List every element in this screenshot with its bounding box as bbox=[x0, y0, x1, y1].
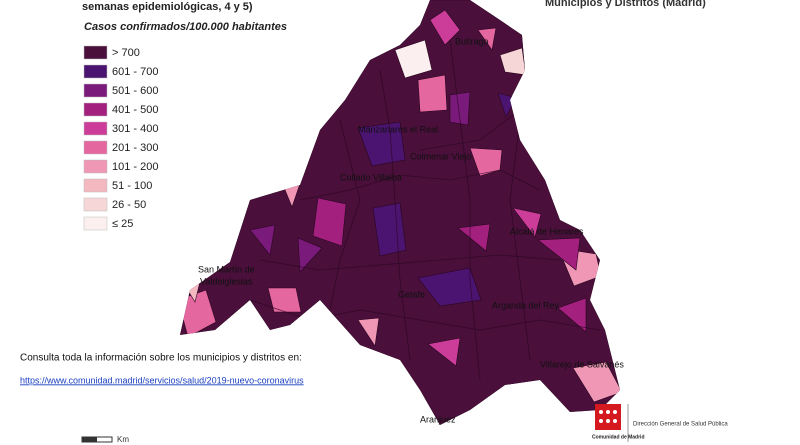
legend-swatch bbox=[83, 159, 108, 174]
region bbox=[357, 121, 406, 167]
legend-swatch bbox=[83, 178, 108, 193]
place-label: Getafe bbox=[398, 289, 425, 299]
region bbox=[249, 224, 276, 256]
legend-label: ≤ 25 bbox=[112, 218, 133, 230]
legend-unit: Casos confirmados/100.000 habitantes bbox=[84, 21, 287, 33]
region bbox=[427, 337, 461, 367]
place-label: Colmenar Viejo bbox=[410, 151, 471, 161]
footer-link[interactable]: https://www.comunidad.madrid/servicios/s… bbox=[20, 375, 304, 385]
region bbox=[357, 317, 380, 347]
place-label: Alcalá de Henares bbox=[510, 226, 584, 236]
legend-label: 301 - 400 bbox=[112, 123, 158, 135]
region bbox=[312, 197, 347, 247]
legend-label: 101 - 200 bbox=[112, 161, 158, 173]
subtitle: semanas epidemiológicas, 4 y 5) bbox=[82, 1, 253, 13]
scale-bar: Km bbox=[81, 435, 129, 444]
region bbox=[457, 223, 491, 252]
place-label: Aranjuez bbox=[420, 414, 456, 424]
legend-swatch bbox=[83, 64, 108, 79]
region bbox=[267, 287, 302, 313]
region bbox=[429, 9, 461, 46]
legend-label: 51 - 100 bbox=[112, 180, 152, 192]
place-label: Collado Villalba bbox=[340, 172, 402, 182]
region bbox=[417, 74, 448, 113]
place-label: Manzanares el Real bbox=[358, 124, 438, 134]
region bbox=[477, 27, 497, 51]
logo-text: Comunidad de Madrid bbox=[592, 434, 645, 440]
legend-swatch bbox=[83, 197, 108, 212]
department: Dirección General de Salud Pública bbox=[633, 422, 728, 428]
legend-label: 401 - 500 bbox=[112, 104, 158, 116]
region bbox=[449, 91, 471, 126]
region bbox=[512, 207, 542, 238]
region bbox=[537, 237, 581, 271]
region bbox=[394, 39, 433, 79]
region bbox=[572, 361, 620, 403]
legend-label: > 700 bbox=[112, 47, 140, 59]
footer-note: Consulta toda la información sobre los m… bbox=[20, 353, 302, 364]
legend: > 700 601 - 700 501 - 600 401 - 500 301 - 40… bbox=[83, 45, 158, 231]
legend-swatch bbox=[83, 121, 108, 136]
place-label: Valdeiglesias bbox=[200, 276, 253, 286]
logo: Comunidad de Madrid Dirección General de… bbox=[592, 404, 728, 442]
place-label: Buitrago bbox=[455, 36, 489, 46]
place-label: San Martín de bbox=[198, 264, 255, 274]
map bbox=[180, 0, 620, 425]
legend-label: 201 - 300 bbox=[112, 142, 158, 154]
legend-label: 26 - 50 bbox=[112, 199, 146, 211]
scale-unit: Km bbox=[117, 435, 129, 444]
title: Municipios y Distritos (Madrid) bbox=[545, 0, 706, 9]
region bbox=[297, 237, 323, 273]
legend-swatch bbox=[83, 216, 108, 231]
legend-swatch bbox=[83, 45, 108, 60]
region bbox=[557, 297, 587, 333]
legend-label: 501 - 600 bbox=[112, 85, 158, 97]
region bbox=[417, 267, 482, 307]
legend-swatch bbox=[83, 83, 108, 98]
place-label: Arganda del Rey bbox=[492, 300, 560, 310]
legend-swatch bbox=[83, 102, 108, 117]
legend-swatch bbox=[83, 140, 108, 155]
map-labels: Buitrago Manzanares el Real Colmenar Vie… bbox=[198, 36, 624, 424]
place-label: Villarejo de Salvanés bbox=[540, 359, 624, 369]
region bbox=[257, 157, 283, 193]
legend-label: 601 - 700 bbox=[112, 66, 158, 78]
